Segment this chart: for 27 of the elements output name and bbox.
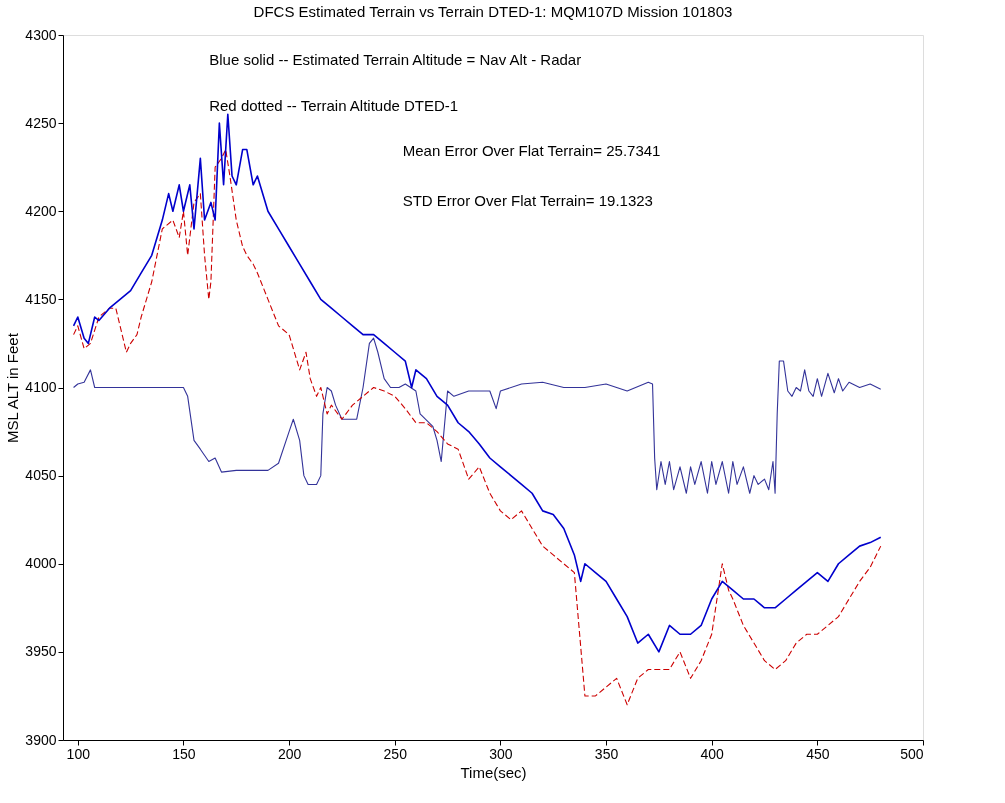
x-tick-label: 450 [806, 745, 830, 762]
x-tick-label: 350 [594, 745, 619, 762]
line-series [73, 337, 882, 494]
y-tick-label: 4050 [25, 467, 57, 484]
x-tick-label: 500 [900, 745, 924, 762]
x-tick-label: 150 [172, 745, 196, 762]
y-tick-label: 4200 [25, 202, 57, 219]
y-tick-label: 4300 [25, 26, 57, 43]
chart-title: DFCS Estimated Terrain vs Terrain DTED-1: MQM107D Mission 101803 [253, 3, 733, 20]
y-tick-label: 4000 [25, 555, 57, 572]
y-tick-label: 3950 [25, 643, 57, 660]
y-tick-label: 4100 [25, 379, 57, 395]
y-tick-label: 3900 [25, 731, 57, 748]
annotation: STD Error Over Flat Terrain= 19.1323 [402, 191, 653, 209]
x-tick-label: 250 [383, 745, 408, 762]
x-axis-title: Time(sec) [460, 763, 527, 781]
x-tick-label: 200 [277, 745, 302, 762]
y-axis-title: MSL ALT in Feet [4, 332, 22, 443]
x-tick-label: 300 [489, 745, 513, 762]
y-tick-label: 4150 [25, 290, 57, 307]
annotation: Mean Error Over Flat Terrain= 25.7341 [402, 142, 661, 160]
line-series [72, 113, 882, 653]
annotation: Blue solid -- Estimated Terrain Altitude = Nav Alt - Radar [209, 50, 582, 68]
x-tick-label: 100 [66, 745, 91, 762]
annotation: Red dotted -- Terrain Altitude DTED-1 [209, 96, 459, 114]
y-tick-label: 4250 [25, 114, 57, 131]
x-tick-label: 400 [700, 745, 725, 762]
